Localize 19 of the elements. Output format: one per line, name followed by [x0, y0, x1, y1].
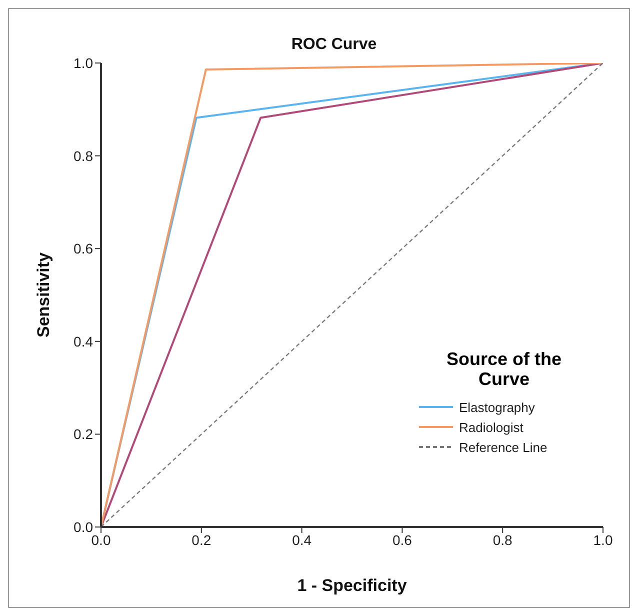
y-tick-label: 1.0	[74, 54, 94, 71]
y-axis-title: Sensitivity	[34, 252, 54, 338]
y-tick-label: 0.0	[74, 518, 94, 535]
x-tick-label: 1.0	[593, 532, 613, 548]
legend-label: Elastography	[458, 398, 536, 417]
y-tick-label: 0.2	[74, 426, 94, 442]
legend-title: Source of the Curve	[445, 349, 562, 389]
x-tick-label: 0.8	[492, 532, 513, 548]
y-tick-label: 0.6	[74, 240, 94, 257]
legend-label: Radiologist	[458, 418, 524, 437]
x-axis-title: 1 - Specificity	[297, 576, 408, 595]
chart-title: ROC Curve	[291, 36, 377, 53]
x-tick-label: 0.0	[91, 532, 111, 548]
legend-label: Reference Line	[458, 438, 548, 456]
x-tick-label: 0.2	[192, 532, 212, 548]
y-tick-label: 0.8	[74, 148, 94, 164]
x-tick-label: 0.4	[292, 532, 312, 548]
x-tick-label: 0.6	[392, 532, 412, 548]
y-tick-label: 0.4	[74, 333, 94, 350]
